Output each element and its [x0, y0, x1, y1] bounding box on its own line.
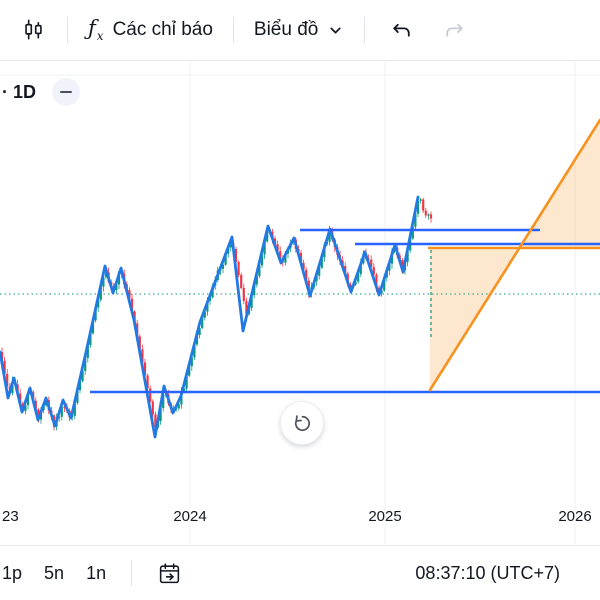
x-axis-label: 2024: [173, 508, 207, 525]
toolbar-separator: [67, 17, 68, 43]
candlestick-icon: [25, 19, 42, 40]
time-axis[interactable]: 23 2024 2025 2026: [0, 506, 600, 532]
interval-button-1p[interactable]: 1p: [0, 555, 33, 592]
redo-icon: [446, 23, 464, 37]
symbol-interval-label[interactable]: · 1D: [2, 81, 37, 102]
top-toolbar: ƒx Các chỉ báo Biểu đồ: [0, 0, 600, 61]
x-axis-label: 2025: [368, 508, 402, 525]
interval-button-5n[interactable]: 5n: [33, 555, 75, 592]
candlesticks: [0, 196, 433, 433]
fx-indicator-icon: ƒx: [88, 15, 104, 44]
refresh-icon: [294, 414, 310, 431]
reset-chart-button[interactable]: [280, 401, 324, 445]
chart-legend: · 1D: [2, 78, 81, 106]
chart-layout-label: Biểu đồ: [253, 19, 319, 40]
bottom-toolbar: 1p 5n 1n 08:37:10 (UTC+7): [0, 545, 600, 600]
chart-pane: · 1D 23 2024 2025 2026: [0, 60, 600, 545]
indicators-label: Các chỉ báo: [112, 19, 213, 40]
clock-utc-button[interactable]: 08:37:10 (UTC+7): [415, 562, 560, 583]
calendar-go-to-icon: [159, 562, 180, 583]
x-axis-label: 2026: [558, 508, 592, 525]
chart-layout-button[interactable]: Biểu đồ: [244, 11, 354, 49]
chart-style-button[interactable]: [10, 9, 57, 52]
redo-button[interactable]: [428, 10, 481, 51]
legend-collapse-button[interactable]: [52, 78, 81, 106]
toolbar-separator: [232, 17, 234, 43]
price-chart[interactable]: [0, 60, 600, 545]
x-axis-label: 23: [2, 508, 19, 525]
trend-line[interactable]: [428, 118, 600, 392]
undo-button[interactable]: [375, 10, 428, 51]
indicators-button[interactable]: ƒx Các chỉ báo: [78, 10, 223, 50]
minus-icon: [60, 90, 73, 94]
toolbar-separator: [364, 17, 366, 43]
go-to-date-button[interactable]: [146, 553, 193, 594]
interval-button-1n[interactable]: 1n: [75, 555, 117, 592]
zigzag-line[interactable]: [0, 195, 420, 439]
undo-icon: [393, 23, 411, 37]
toolbar-separator: [131, 560, 133, 586]
chevron-down-icon: [330, 27, 341, 33]
